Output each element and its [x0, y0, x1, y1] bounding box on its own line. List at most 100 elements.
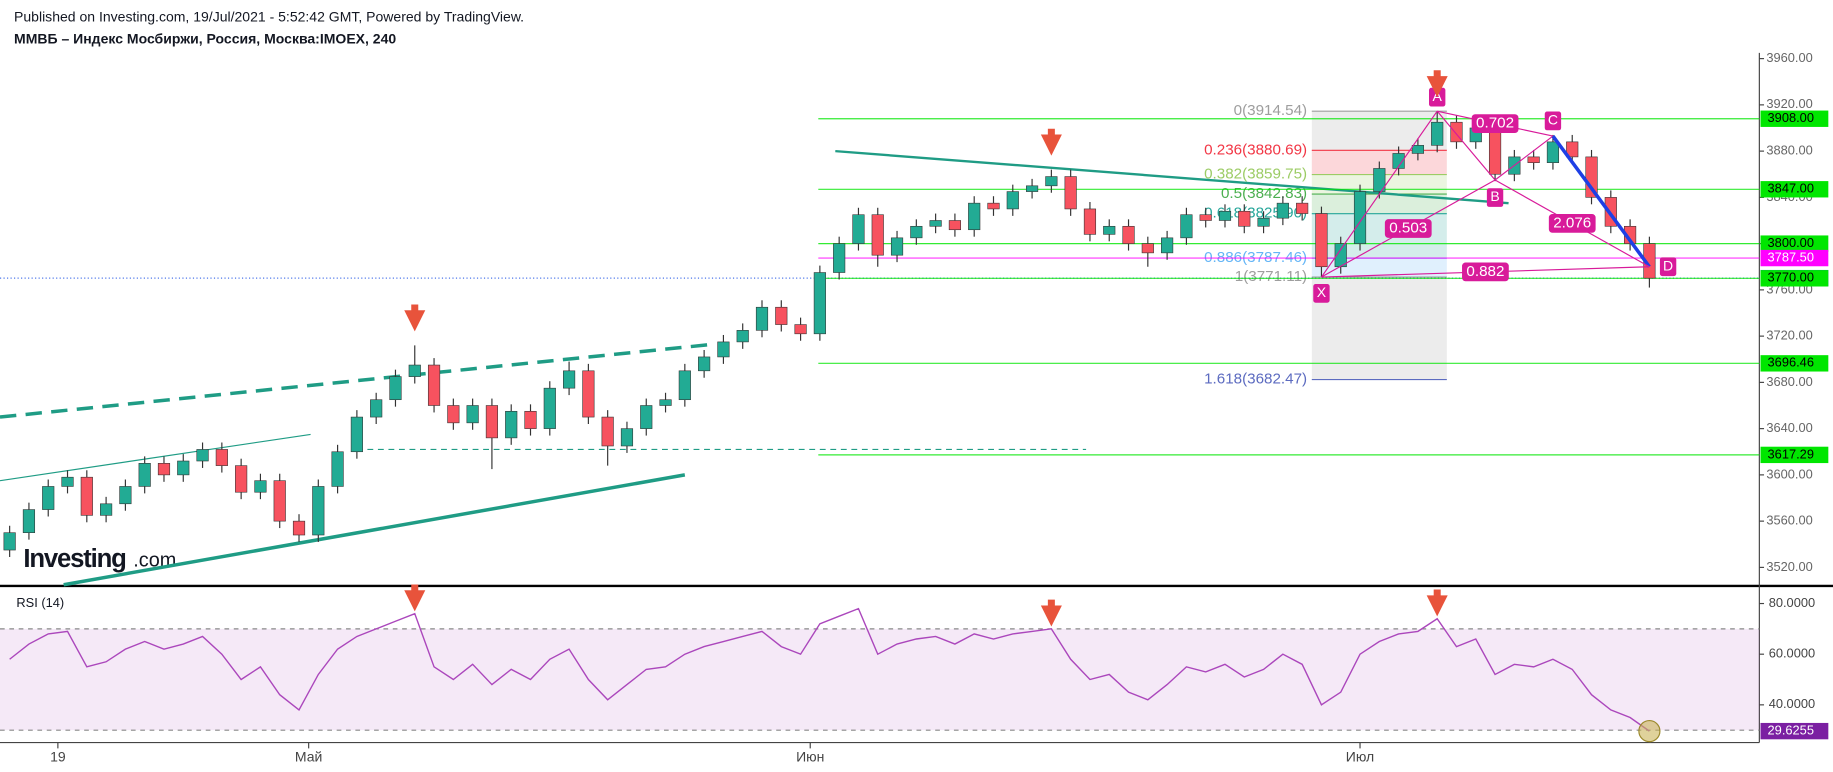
candle-body: [273, 480, 286, 522]
candle-body: [235, 465, 248, 493]
candle-body: [1315, 213, 1328, 268]
candle-body: [755, 306, 769, 331]
y-tick-label: 3920.00: [1766, 96, 1812, 111]
candle-body: [1006, 191, 1019, 210]
level-label: 3617.29: [1768, 446, 1814, 461]
y-tick-label: 3520.00: [1766, 559, 1812, 574]
rsi-label: RSI (14): [16, 595, 64, 610]
candle-body: [1045, 176, 1058, 187]
candle-body: [254, 480, 267, 493]
fib-band: [1311, 194, 1447, 214]
rsi-value-tag: [1760, 722, 1829, 740]
pattern-point-tag: [1313, 284, 1330, 303]
candle-body: [1353, 191, 1367, 244]
rsi-band: [0, 628, 1760, 731]
y-tick-label: 3720.00: [1766, 328, 1812, 343]
y-tick-label: 3560.00: [1766, 513, 1812, 528]
trendline: [63, 473, 686, 587]
candle-body: [1103, 225, 1116, 235]
level-label: 3787.50: [1768, 249, 1814, 264]
rsi-tick-label: 80.0000: [1769, 595, 1815, 610]
candle-body: [1527, 156, 1540, 163]
candle-body: [1450, 121, 1463, 143]
candle-body: [968, 202, 981, 231]
candle-body: [61, 476, 74, 487]
fib-label: 1.618(3682.47): [1204, 371, 1307, 388]
y-tick-label: 3600.00: [1766, 466, 1812, 481]
pattern-leg: [1551, 135, 1651, 268]
rsi-tick-label: 60.0000: [1769, 646, 1815, 661]
ratio-label: 2.076: [1553, 214, 1591, 231]
y-tick-label: 3960.00: [1766, 50, 1812, 65]
level-tag: [1760, 181, 1829, 198]
candle-body: [659, 399, 672, 406]
candle-body: [505, 410, 518, 439]
candle-body: [563, 370, 576, 389]
candle-body: [1122, 225, 1135, 244]
level-tag: [1760, 110, 1829, 127]
trendline: [835, 149, 1509, 205]
rsi-last-marker: [1638, 720, 1661, 743]
pattern-point-tag: [1486, 188, 1504, 207]
candle-body: [447, 405, 460, 424]
candle-body: [177, 460, 190, 476]
candle-body: [1238, 210, 1251, 227]
pattern-leg: [1320, 110, 1438, 278]
rsi-value-label: 29.6255: [1768, 723, 1814, 738]
candle-body: [157, 463, 171, 476]
trendline: [0, 342, 714, 419]
candle-body: [524, 410, 537, 429]
candle-body: [312, 486, 325, 536]
published-note: Published on Investing.com, 19/Jul/2021 …: [14, 8, 524, 24]
pattern-point-tag: [1544, 111, 1562, 131]
candle-body: [1411, 145, 1424, 154]
level-tag: [1760, 235, 1829, 252]
candle-body: [640, 405, 653, 429]
level-tag: [1760, 355, 1829, 372]
price-arrow: [1426, 70, 1448, 98]
candle-body: [987, 202, 1000, 210]
y-tick-label: 3640.00: [1766, 420, 1812, 435]
x-tick-label: Июн: [796, 748, 824, 764]
pattern-leg: [1494, 135, 1554, 181]
pattern-point-label: C: [1548, 112, 1558, 128]
candle-body: [948, 220, 961, 231]
candle-body: [698, 356, 711, 372]
candle-body: [1161, 237, 1174, 254]
candle-body: [910, 225, 923, 239]
candle-body: [1546, 141, 1560, 163]
symbol-title: ММВБ – Индекс Мосбиржи, Россия, Москва:I…: [14, 31, 396, 47]
candle-body: [42, 486, 55, 510]
level-label: 3847.00: [1768, 181, 1814, 196]
pattern-point-tag: [1429, 87, 1446, 107]
level-tag: [1760, 446, 1829, 464]
candle-body: [852, 214, 865, 244]
candle-body: [1199, 214, 1212, 221]
candle-body: [1566, 141, 1579, 158]
candle-body: [389, 376, 402, 401]
rsi-tick-label: 40.0000: [1769, 696, 1815, 711]
candle-body: [1488, 127, 1502, 175]
candle-body: [1257, 217, 1270, 227]
candle-body: [833, 243, 846, 273]
candle-body: [1218, 210, 1232, 221]
candle-body: [717, 341, 730, 358]
pattern-point-label: D: [1663, 257, 1673, 273]
candle-body: [408, 364, 421, 377]
rsi-line: [9, 607, 1650, 732]
candle-body: [620, 428, 634, 447]
candle-body: [929, 220, 942, 227]
rsi-arrow: [1040, 599, 1062, 627]
level-label: 3800.00: [1768, 235, 1814, 250]
candle-body: [1431, 121, 1444, 146]
candle-body: [427, 364, 441, 406]
candle-body: [601, 416, 614, 447]
candle-body: [1392, 153, 1405, 169]
level-tag: [1760, 270, 1829, 287]
candle-body: [100, 503, 113, 516]
ratio-tag: [1462, 262, 1509, 282]
rsi-arrow: [1426, 589, 1448, 617]
